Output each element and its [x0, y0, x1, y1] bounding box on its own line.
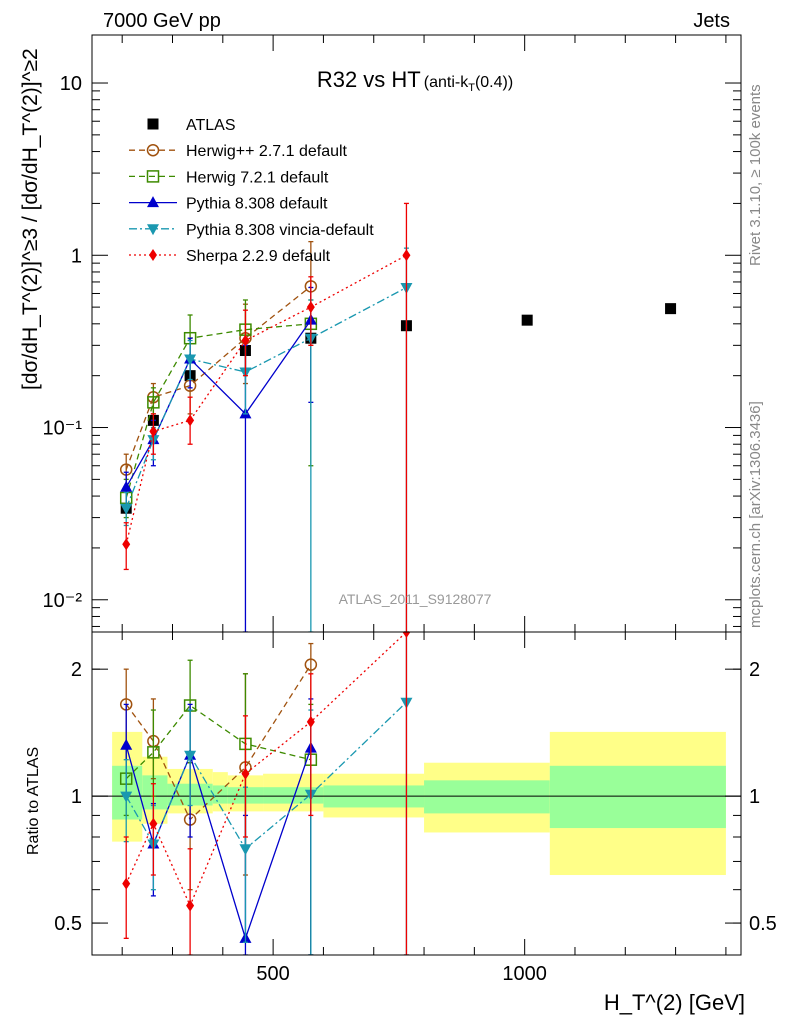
header-right: Jets: [693, 10, 730, 32]
y-axis-label-ratio: Ratio to ATLAS: [25, 747, 42, 855]
xtick-label-500: 500: [256, 963, 289, 985]
ratio-sherpa-point-3: [241, 767, 250, 780]
ratio-ytick-label-right-1: 1: [749, 786, 760, 808]
main-ytick-label-2: 1: [71, 245, 82, 267]
main-series-pythia: [120, 286, 317, 632]
ratio-sherpa-point-4: [306, 715, 315, 728]
main-sherpa-point-4: [306, 301, 315, 314]
title-main: R32 vs HT: [317, 67, 421, 92]
legend-marker-herwigpp: [146, 143, 160, 157]
main-ytick-label-1: 10⁻¹: [43, 418, 83, 440]
ratio-ytick-label-0: 0.5: [54, 913, 82, 935]
ratio-vincia-point-0: [120, 791, 133, 803]
legend-label-pythia: Pythia 8.308 default: [186, 196, 328, 213]
main-atlas-point-6: [521, 314, 533, 326]
xtick-label-1000: 1000: [502, 963, 547, 985]
title-sub-end: (0.4)): [475, 74, 513, 91]
mcplots-label: mcplots.cern.ch [arXiv:1306.3436]: [747, 401, 764, 628]
ratio-sherpa-line: [125, 632, 407, 908]
legend-entry-herwig7: Herwig 7.2.1 default: [129, 169, 329, 186]
plot-frames: [91, 34, 742, 956]
ratio-ytick-label-2: 2: [71, 659, 82, 681]
analysis-watermark: ATLAS_2011_S9128077: [339, 591, 492, 607]
ratio-sherpa-point-2: [186, 899, 195, 912]
legend-marker-herwig7: [146, 170, 160, 183]
legend-label-vincia: Pythia 8.308 vincia-default: [186, 222, 374, 239]
x-axis-label: H_T^(2) [GeV]: [604, 990, 745, 1015]
main-sherpa-point-3: [241, 334, 250, 347]
main-vincia-line: [125, 286, 407, 509]
ratio-ytick-label-1: 1: [71, 786, 82, 808]
legend-label-herwigpp: Herwig++ 2.7.1 default: [186, 143, 348, 160]
legend-entry-vincia: Pythia 8.308 vincia-default: [129, 222, 374, 239]
main-pythia-point-0: [120, 480, 133, 492]
legend-entry-atlas: ATLAS: [147, 117, 236, 134]
main-series-atlas: [120, 303, 677, 514]
main-vincia-point-2: [184, 354, 197, 366]
legend-label-herwig7: Herwig 7.2.1 default: [186, 169, 329, 186]
band-inner-8: [549, 765, 726, 829]
legend-entry-herwigpp: Herwig++ 2.7.1 default: [129, 143, 348, 160]
main-sherpa-point-5: [402, 249, 411, 262]
main-series-vincia: [120, 247, 413, 632]
ratio-vincia-point-2: [184, 750, 197, 762]
legend-marker-vincia: [147, 224, 159, 236]
ratio-herwig7-point-1: [147, 746, 160, 759]
legend-marker-sherpa: [149, 249, 157, 261]
ratio-series-sherpa: [122, 632, 411, 955]
main-sherpa-point-0: [122, 538, 131, 551]
legend-marker-pythia: [147, 196, 159, 208]
ratio-frame: [91, 631, 742, 956]
legend-entry-sherpa: Sherpa 2.2.9 default: [129, 248, 331, 265]
ratio-sherpa-point-0: [122, 877, 131, 890]
main-sherpa-point-2: [186, 414, 195, 427]
ratio-vincia-point-3: [239, 844, 252, 856]
y-axis-label-top: [dσ/dH_T^(2)]^≥3 / [dσ/dH_T^(2)]^≥2: [19, 48, 42, 390]
header-left: 7000 GeV pp: [103, 10, 221, 32]
main-atlas-point-7: [665, 303, 677, 315]
ratio-sherpa-point-1: [149, 817, 158, 830]
main-ytick-label-3: 10: [60, 73, 82, 95]
ratio-herwig7-line: [125, 704, 312, 780]
legend: ATLAS Herwig++ 2.7.1 default Herwig 7.2.1 …: [129, 117, 374, 265]
legend-entry-pythia: Pythia 8.308 default: [129, 196, 328, 213]
axis-ticks: 10⁻² 10⁻¹ 1 10 0.5 0.5 1 1 2 2 500 1000: [43, 35, 777, 985]
ratio-herwigpp-point-4: [304, 658, 318, 671]
legend-label-sherpa: Sherpa 2.2.9 default: [186, 248, 331, 265]
ratio-ytick-label-right-2: 2: [749, 659, 760, 681]
chart-title: R32 vs HT (anti-kT(0.4)): [317, 67, 513, 94]
main-sherpa-point-1: [149, 425, 158, 438]
ratio-sherpa-point-5: [402, 632, 411, 638]
main-series-herwig7: [119, 299, 318, 519]
main-herwig7-point-1: [147, 396, 160, 409]
legend-marker-atlas: [147, 118, 159, 130]
rivet-label: Rivet 3.1.10, ≥ 100k events: [747, 84, 764, 266]
legend-label-atlas: ATLAS: [186, 117, 236, 134]
main-sherpa-line: [125, 254, 407, 545]
main-series-herwigpp: [119, 240, 318, 488]
band-inner-1: [142, 775, 168, 810]
ratio-series-group: [119, 632, 413, 955]
title-sub-T: T: [468, 82, 475, 94]
main-ytick-label-0: 10⁻²: [43, 590, 83, 612]
main-series-group: [119, 202, 677, 632]
title-sub: (anti-k: [424, 74, 469, 91]
main-vincia-point-0: [120, 503, 133, 515]
ratio-pythia-point-0: [120, 738, 133, 750]
series-layer: [119, 202, 677, 955]
band-inner-3: [212, 785, 228, 804]
ratio-ytick-label-right-0: 0.5: [749, 913, 777, 935]
main-series-sherpa: [122, 202, 411, 632]
band-inner-7: [424, 780, 550, 814]
